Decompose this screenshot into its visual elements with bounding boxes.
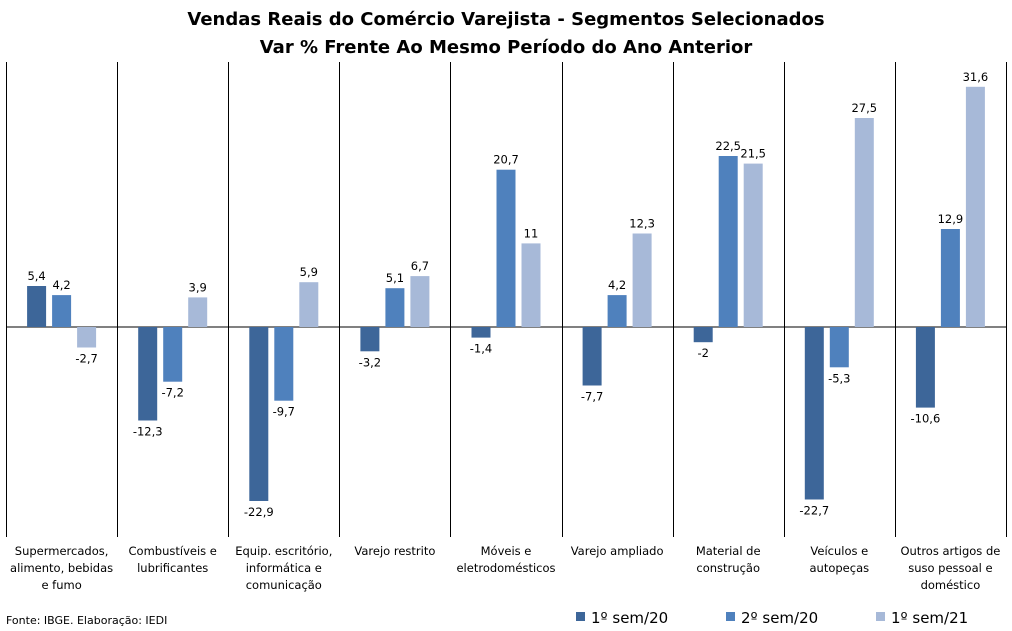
category-label: Outros artigos de bbox=[900, 544, 1000, 558]
category-label: Supermercados, bbox=[15, 544, 109, 558]
category-label: comunicação bbox=[246, 578, 322, 592]
bar bbox=[163, 327, 183, 382]
data-label: 27,5 bbox=[851, 101, 877, 115]
data-label: -9,7 bbox=[273, 405, 295, 419]
bar bbox=[410, 276, 430, 327]
bar bbox=[854, 118, 874, 327]
data-label: -22,7 bbox=[799, 504, 829, 518]
bar bbox=[915, 327, 935, 408]
category-label: Combustíveis e bbox=[129, 544, 217, 558]
data-label: -7,2 bbox=[161, 386, 183, 400]
legend: 1º sem/20 2º sem/20 1º sem/21 bbox=[576, 609, 968, 627]
bar bbox=[804, 327, 824, 500]
bar bbox=[718, 156, 738, 327]
bar bbox=[52, 295, 72, 327]
category-label: Material de bbox=[696, 544, 761, 558]
bar bbox=[385, 288, 405, 327]
bar bbox=[299, 282, 319, 327]
category-label: Varejo restrito bbox=[354, 544, 435, 558]
category-separators bbox=[6, 62, 1007, 537]
bars-group bbox=[27, 86, 985, 501]
category-label: doméstico bbox=[921, 578, 981, 592]
bar bbox=[829, 327, 849, 368]
data-label: -3,2 bbox=[359, 355, 381, 369]
bar bbox=[693, 327, 713, 343]
data-label: 3,9 bbox=[189, 280, 207, 294]
category-label: construção bbox=[696, 561, 760, 575]
legend-label: 1º sem/21 bbox=[891, 609, 968, 627]
data-label: 22,5 bbox=[715, 139, 741, 153]
category-label: lubrificantes bbox=[137, 561, 208, 575]
chart-subtitle: Var % Frente Ao Mesmo Período do Ano Ant… bbox=[260, 37, 753, 58]
bar bbox=[582, 327, 602, 386]
legend-label: 1º sem/20 bbox=[591, 609, 668, 627]
bar bbox=[743, 163, 763, 327]
legend-swatch bbox=[876, 612, 885, 621]
category-label: Veículos e bbox=[810, 544, 868, 558]
data-label: -2 bbox=[697, 346, 708, 360]
category-label: autopeças bbox=[809, 561, 869, 575]
category-label: Equip. escritório, bbox=[235, 544, 332, 558]
bar bbox=[77, 327, 97, 348]
data-label: -22,9 bbox=[244, 505, 274, 519]
data-label: 6,7 bbox=[411, 259, 429, 273]
data-label: -5,3 bbox=[828, 371, 850, 385]
category-label: eletrodomésticos bbox=[456, 561, 555, 575]
bar bbox=[521, 243, 541, 327]
category-label: Varejo ampliado bbox=[571, 544, 664, 558]
data-label: 12,9 bbox=[938, 212, 964, 226]
bar bbox=[496, 169, 516, 327]
bar bbox=[632, 233, 652, 327]
data-label: 21,5 bbox=[740, 147, 766, 161]
data-label: 12,3 bbox=[629, 217, 655, 231]
bar bbox=[471, 327, 491, 338]
data-label: 31,6 bbox=[963, 70, 989, 84]
bar bbox=[27, 286, 47, 327]
data-label: 5,9 bbox=[300, 265, 318, 279]
category-label: e fumo bbox=[41, 578, 81, 592]
bar bbox=[274, 327, 294, 401]
legend-swatch bbox=[576, 612, 585, 621]
category-labels-group: Supermercados, alimento, bebidas e fumo Com… bbox=[10, 544, 1000, 592]
category-label: alimento, bebidas bbox=[10, 561, 113, 575]
data-label: -10,6 bbox=[911, 412, 941, 426]
data-label: 4,2 bbox=[608, 278, 626, 292]
category-label: Móveis e bbox=[481, 544, 532, 558]
bar bbox=[188, 297, 208, 327]
data-label: 4,2 bbox=[52, 278, 70, 292]
bar bbox=[249, 327, 269, 501]
bar bbox=[940, 229, 960, 327]
data-label: 5,1 bbox=[386, 271, 404, 285]
data-label: -12,3 bbox=[133, 425, 163, 439]
chart-title: Vendas Reais do Comércio Varejista - Seg… bbox=[187, 9, 824, 30]
bar bbox=[360, 327, 380, 352]
data-label: -2,7 bbox=[75, 352, 97, 366]
value-labels-group: 5,4 4,2 -2,7 -12,3 -7,2 3,9 -22,9 -9,7 5,9 -3,2 5,… bbox=[27, 70, 988, 519]
bar bbox=[607, 295, 627, 327]
legend-swatch bbox=[726, 612, 735, 621]
legend-label: 2º sem/20 bbox=[741, 609, 818, 627]
source-note: Fonte: IBGE. Elaboração: IEDI bbox=[6, 614, 167, 627]
category-label: informática e bbox=[246, 561, 322, 575]
data-label: -1,4 bbox=[470, 342, 492, 356]
data-label: -7,7 bbox=[581, 390, 603, 404]
data-label: 11 bbox=[524, 226, 539, 240]
data-label: 5,4 bbox=[27, 269, 45, 283]
data-label: 20,7 bbox=[493, 153, 519, 167]
bar bbox=[138, 327, 158, 421]
bar bbox=[965, 86, 985, 327]
category-label: suso pessoal e bbox=[908, 561, 992, 575]
